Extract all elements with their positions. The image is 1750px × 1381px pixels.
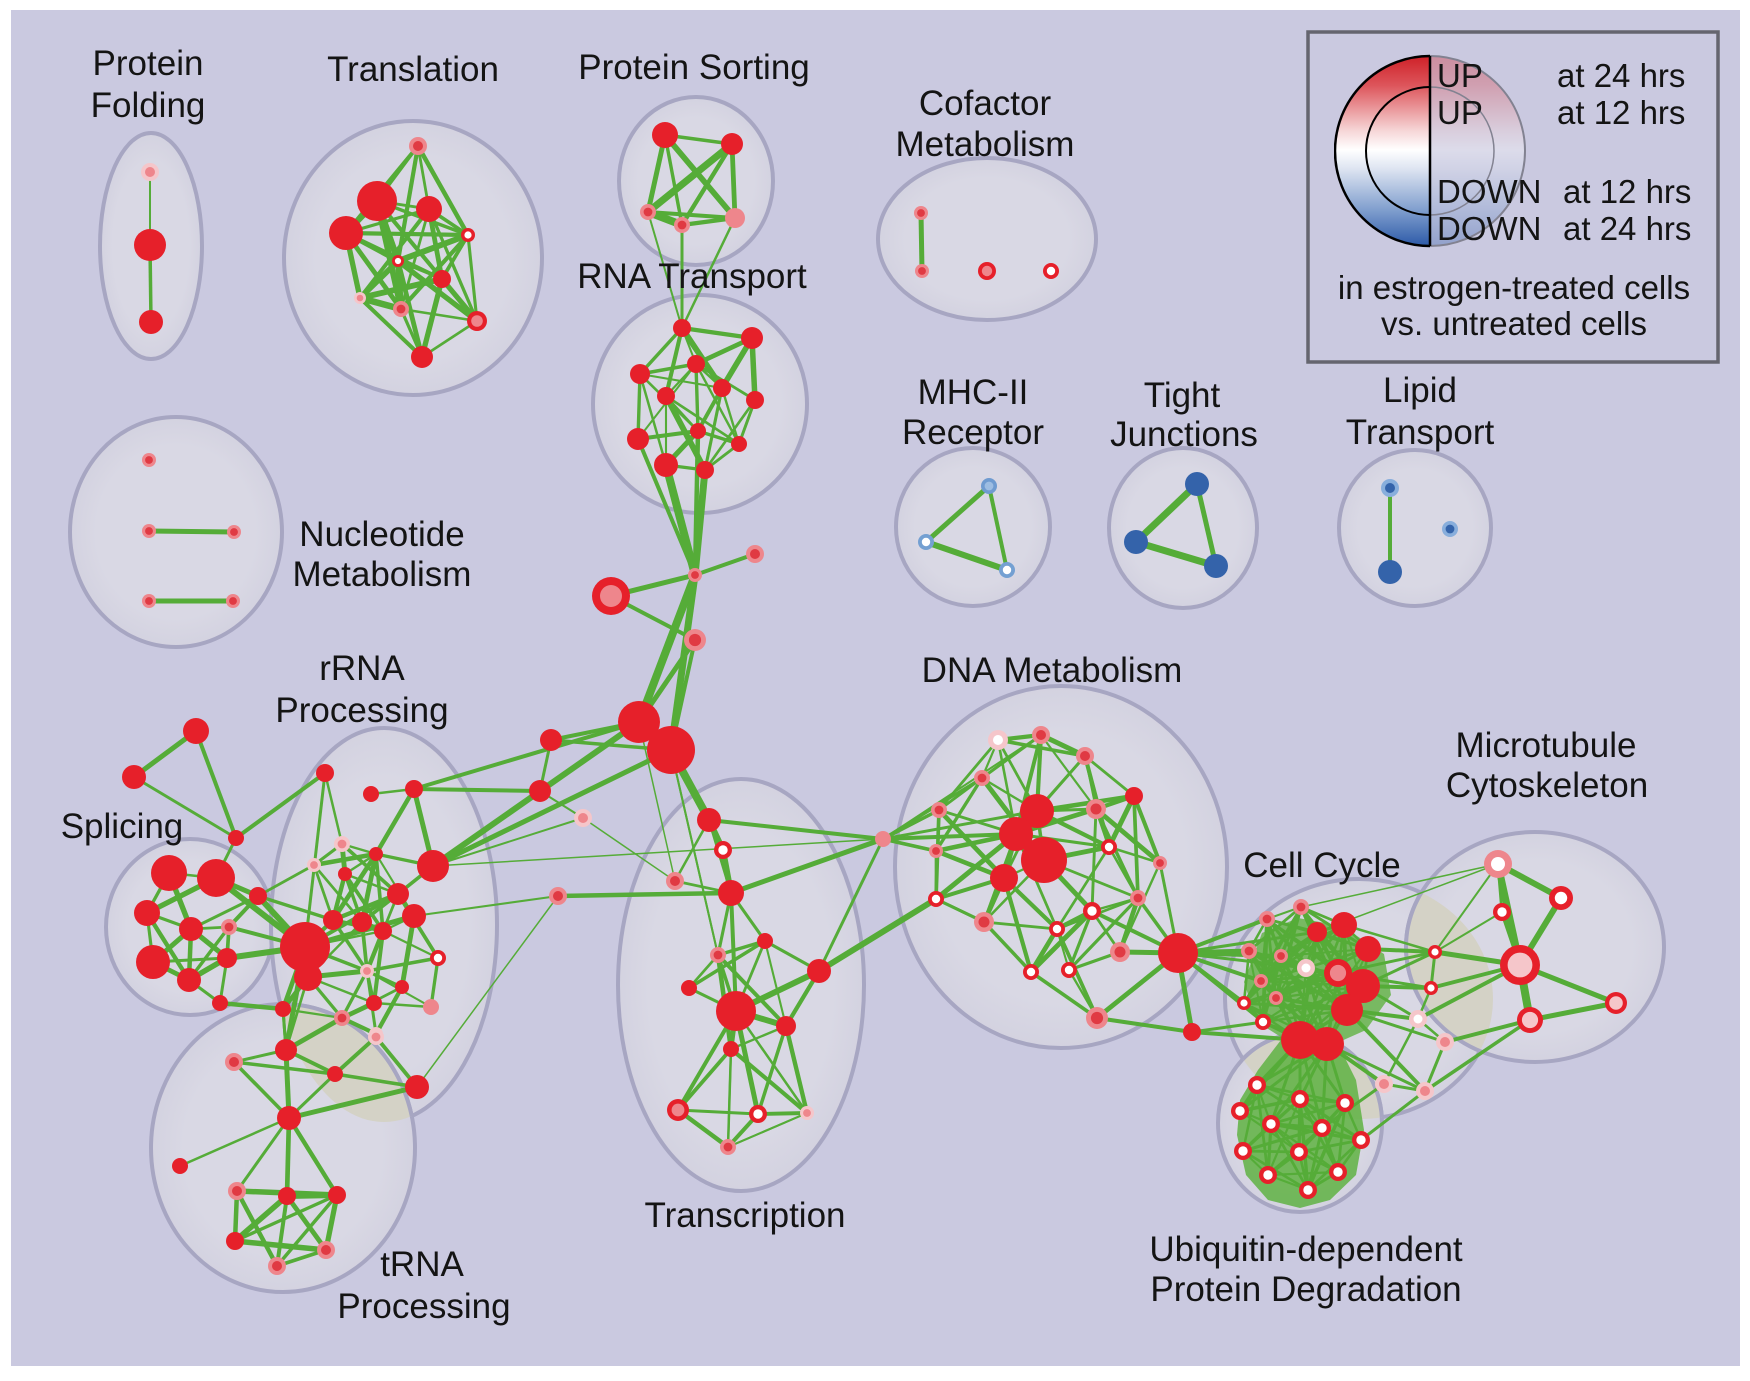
svg-text:Translation: Translation bbox=[327, 50, 499, 89]
svg-text:in estrogen-treated cells: in estrogen-treated cells bbox=[1338, 269, 1690, 306]
svg-text:Transport: Transport bbox=[1346, 413, 1495, 452]
svg-text:MHC-II: MHC-II bbox=[918, 373, 1029, 412]
svg-text:Microtubule: Microtubule bbox=[1456, 726, 1637, 765]
svg-text:Folding: Folding bbox=[91, 86, 206, 125]
svg-text:at 24 hrs: at 24 hrs bbox=[1557, 57, 1685, 94]
svg-text:Receptor: Receptor bbox=[902, 413, 1044, 452]
svg-text:Processing: Processing bbox=[337, 1287, 510, 1326]
svg-text:Protein Degradation: Protein Degradation bbox=[1150, 1270, 1461, 1309]
svg-text:Splicing: Splicing bbox=[61, 807, 184, 846]
svg-text:DNA Metabolism: DNA Metabolism bbox=[922, 651, 1183, 690]
svg-text:UP: UP bbox=[1437, 94, 1483, 131]
svg-text:at 24 hrs: at 24 hrs bbox=[1563, 210, 1691, 247]
svg-text:rRNA: rRNA bbox=[319, 649, 405, 688]
svg-text:UP: UP bbox=[1437, 57, 1483, 94]
svg-text:vs. untreated cells: vs. untreated cells bbox=[1381, 305, 1647, 342]
svg-text:Nucleotide: Nucleotide bbox=[299, 515, 464, 554]
svg-text:DOWN: DOWN bbox=[1437, 173, 1541, 210]
svg-text:Processing: Processing bbox=[275, 691, 448, 730]
svg-text:Cytoskeleton: Cytoskeleton bbox=[1446, 766, 1648, 805]
svg-text:DOWN: DOWN bbox=[1437, 210, 1541, 247]
svg-text:Ubiquitin-dependent: Ubiquitin-dependent bbox=[1149, 1230, 1463, 1269]
svg-text:at 12 hrs: at 12 hrs bbox=[1557, 94, 1685, 131]
svg-text:Tight: Tight bbox=[1144, 376, 1221, 415]
svg-text:tRNA: tRNA bbox=[380, 1245, 464, 1284]
svg-text:Cofactor: Cofactor bbox=[919, 84, 1052, 123]
svg-text:Transcription: Transcription bbox=[645, 1196, 846, 1235]
svg-text:RNA Transport: RNA Transport bbox=[577, 257, 807, 296]
svg-text:Cell Cycle: Cell Cycle bbox=[1243, 846, 1401, 885]
svg-text:Lipid: Lipid bbox=[1383, 371, 1457, 410]
svg-text:Protein: Protein bbox=[93, 44, 204, 83]
svg-text:Metabolism: Metabolism bbox=[293, 555, 472, 594]
svg-text:Junctions: Junctions bbox=[1110, 415, 1258, 454]
svg-text:at 12 hrs: at 12 hrs bbox=[1563, 173, 1691, 210]
svg-text:Protein Sorting: Protein Sorting bbox=[578, 48, 810, 87]
svg-text:Metabolism: Metabolism bbox=[896, 125, 1075, 164]
